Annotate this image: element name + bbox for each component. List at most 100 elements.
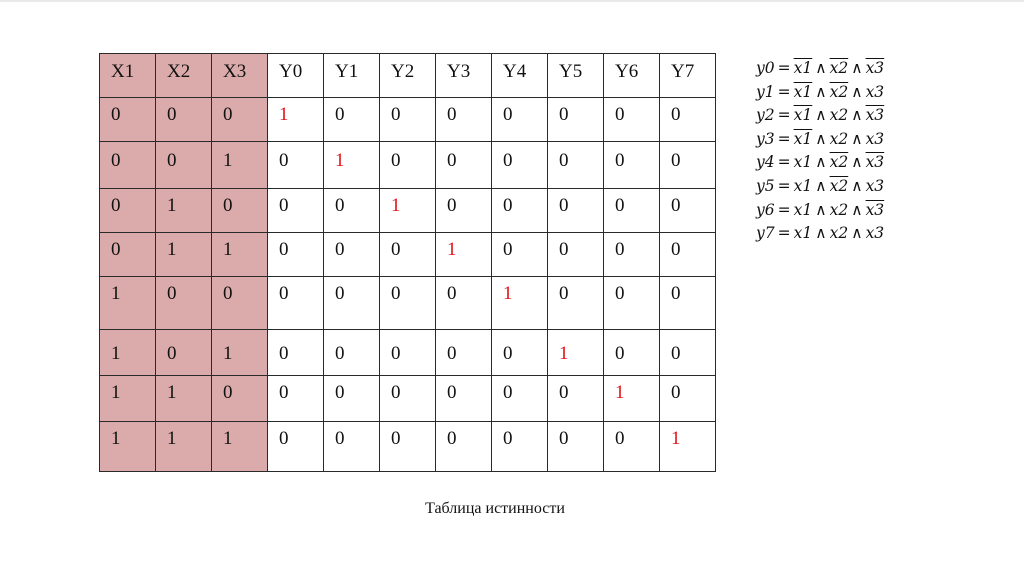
- output-cell: 0: [547, 97, 604, 142]
- output-cell: 0: [547, 141, 604, 189]
- output-cell: 0: [267, 188, 324, 233]
- and-operator: ∧: [851, 129, 863, 148]
- header-cell: Y2: [379, 53, 436, 98]
- variable: x2: [829, 106, 849, 125]
- header-cell: Y6: [603, 53, 660, 98]
- output-cell: 0: [491, 421, 548, 472]
- output-cell: 0: [435, 329, 492, 376]
- input-cell: 0: [99, 141, 156, 189]
- table-row: 1 0 1 0 0 0 0 0 1 0 0: [99, 329, 716, 376]
- output-cell: 0: [659, 188, 716, 233]
- input-cell: 0: [211, 188, 268, 233]
- output-cell: 0: [491, 232, 548, 277]
- variable: x2: [829, 224, 849, 243]
- formula-line: y7 = x1 ∧ x2 ∧ x3: [756, 222, 884, 246]
- variable: x1: [793, 224, 813, 243]
- input-cell: 1: [211, 141, 268, 189]
- variable: x3: [865, 224, 885, 243]
- input-cell: 0: [99, 188, 156, 233]
- header-cell: Y5: [547, 53, 604, 98]
- input-cell: 1: [211, 329, 268, 376]
- and-operator: ∧: [815, 106, 827, 125]
- output-cell: 0: [267, 141, 324, 189]
- output-cell: 0: [659, 232, 716, 277]
- variable: x2: [829, 129, 849, 148]
- and-operator: ∧: [851, 176, 863, 195]
- output-cell: 0: [435, 97, 492, 142]
- output-cell: 0: [603, 97, 660, 142]
- equals-sign: =: [777, 82, 791, 101]
- output-cell: 0: [547, 188, 604, 233]
- output-cell: 0: [603, 141, 660, 189]
- negated-variable: x1: [793, 106, 813, 125]
- input-cell: 0: [99, 97, 156, 142]
- input-cell: 0: [155, 276, 212, 330]
- variable: x2: [829, 200, 849, 219]
- table-row: 1 0 0 0 0 0 0 1 0 0 0: [99, 276, 716, 330]
- equals-sign: =: [777, 59, 791, 77]
- input-cell: 1: [155, 421, 212, 472]
- and-operator: ∧: [815, 224, 827, 243]
- input-cell: 1: [155, 188, 212, 233]
- output-cell: 0: [435, 141, 492, 189]
- formula-line: y2 = x1 ∧ x2 ∧ x3: [756, 104, 884, 128]
- input-cell: 0: [155, 329, 212, 376]
- boolean-formulas: y0 = x1 ∧ x2 ∧ x3 y1 = x1 ∧ x2 ∧ x3 y2 = x1 ∧ x2 ∧ x3 y3 = x1 ∧ x…: [756, 57, 884, 246]
- output-cell: 0: [491, 375, 548, 422]
- input-cell: 1: [99, 421, 156, 472]
- output-cell: 0: [491, 329, 548, 376]
- truth-table: X1 X2 X3 Y0 Y1 Y2 Y3 Y4 Y5 Y6 Y7 0 0 0 1…: [99, 53, 716, 472]
- and-operator: ∧: [851, 106, 863, 125]
- output-cell-active: 1: [603, 375, 660, 422]
- input-cell: 0: [211, 97, 268, 142]
- slide-top-border: [0, 0, 1024, 2]
- output-cell: 0: [267, 375, 324, 422]
- negated-variable: x3: [865, 106, 885, 125]
- output-cell: 0: [547, 421, 604, 472]
- output-cell-active: 1: [435, 232, 492, 277]
- equals-sign: =: [777, 200, 791, 219]
- output-cell-active: 1: [379, 188, 436, 233]
- input-cell: 1: [155, 375, 212, 422]
- table-row: 1 1 0 0 0 0 0 0 0 1 0: [99, 375, 716, 422]
- output-cell: 0: [491, 188, 548, 233]
- equals-sign: =: [777, 176, 791, 195]
- formula-output: y5: [756, 176, 775, 195]
- output-cell: 0: [491, 97, 548, 142]
- variable: x3: [865, 129, 885, 148]
- output-cell: 0: [323, 232, 380, 277]
- table-row: 1 1 1 0 0 0 0 0 0 0 1: [99, 421, 716, 472]
- and-operator: ∧: [815, 176, 827, 195]
- header-cell: X3: [211, 53, 268, 98]
- output-cell: 0: [547, 276, 604, 330]
- formula-output: y1: [756, 82, 775, 101]
- input-cell: 0: [211, 375, 268, 422]
- formula-output: y0: [756, 59, 775, 77]
- output-cell: 0: [603, 232, 660, 277]
- output-cell: 0: [659, 276, 716, 330]
- negated-variable: x3: [865, 153, 885, 172]
- variable: x1: [793, 200, 813, 219]
- output-cell-active: 1: [323, 141, 380, 189]
- output-cell: 0: [267, 329, 324, 376]
- negated-variable: x2: [829, 82, 849, 101]
- input-cell: 0: [155, 141, 212, 189]
- header-cell: Y0: [267, 53, 324, 98]
- and-operator: ∧: [851, 82, 863, 101]
- header-cell: Y4: [491, 53, 548, 98]
- output-cell: 0: [379, 141, 436, 189]
- output-cell: 0: [547, 375, 604, 422]
- output-cell-active: 1: [659, 421, 716, 472]
- formula-line: y3 = x1 ∧ x2 ∧ x3: [756, 128, 884, 152]
- output-cell-active: 1: [267, 97, 324, 142]
- output-cell: 0: [379, 232, 436, 277]
- input-cell: 0: [99, 232, 156, 277]
- and-operator: ∧: [851, 153, 863, 172]
- header-cell: X1: [99, 53, 156, 98]
- output-cell: 0: [547, 232, 604, 277]
- negated-variable: x3: [865, 200, 885, 219]
- output-cell: 0: [323, 329, 380, 376]
- output-cell: 0: [379, 97, 436, 142]
- output-cell-active: 1: [547, 329, 604, 376]
- and-operator: ∧: [851, 59, 863, 77]
